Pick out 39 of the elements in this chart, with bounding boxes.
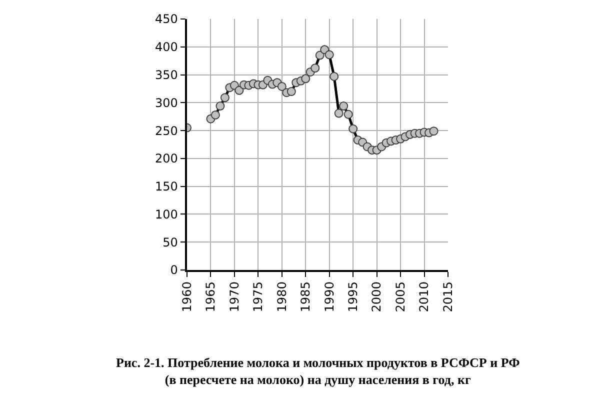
y-tick-label: 350	[154, 68, 178, 82]
point	[277, 82, 286, 91]
y-tick-label: 400	[154, 40, 178, 54]
text: Рис. 2-1. Потребление молока и молочных продуктов в РСФСР и РФ (в пересчете на молоко) на душу населения в год, кг	[116, 355, 520, 387]
y-tick-label: 0	[170, 263, 178, 278]
y-tick-label: 300	[154, 96, 178, 110]
x-tick-label: 1980	[274, 282, 289, 312]
y-tick-label: 150	[154, 180, 178, 194]
point	[339, 102, 348, 111]
x-tick-label: 1960	[180, 282, 194, 312]
point	[286, 87, 296, 96]
x-tick-label: 1990	[322, 282, 336, 312]
y-tick-label: 450	[154, 12, 178, 26]
y-tick-label: 100	[154, 207, 178, 222]
point	[310, 64, 320, 73]
x-tick-label: 2000	[370, 282, 384, 312]
y-tick-label: 200	[154, 152, 178, 166]
point	[324, 50, 334, 60]
point	[315, 50, 324, 60]
x-tick-label: 1975	[251, 282, 266, 312]
point	[220, 93, 230, 102]
point	[216, 102, 225, 111]
y-tick-label: 250	[154, 124, 178, 138]
x-tick-label: 1985	[298, 282, 313, 312]
x-tick-label: 2010	[417, 282, 432, 312]
x-tick-label: 2015	[440, 282, 455, 312]
x-tick-label: 1965	[204, 282, 218, 312]
point	[210, 110, 220, 120]
point	[334, 108, 344, 118]
point	[429, 126, 438, 136]
point	[234, 86, 244, 95]
x-tick-label: 1995	[346, 282, 360, 312]
point	[344, 110, 353, 119]
point	[330, 72, 339, 81]
point	[301, 74, 310, 84]
y-tick-label: 50	[162, 235, 178, 250]
x-tick-label: 2005	[393, 282, 408, 312]
point	[348, 124, 358, 134]
x-tick-label: 1970	[227, 282, 242, 312]
